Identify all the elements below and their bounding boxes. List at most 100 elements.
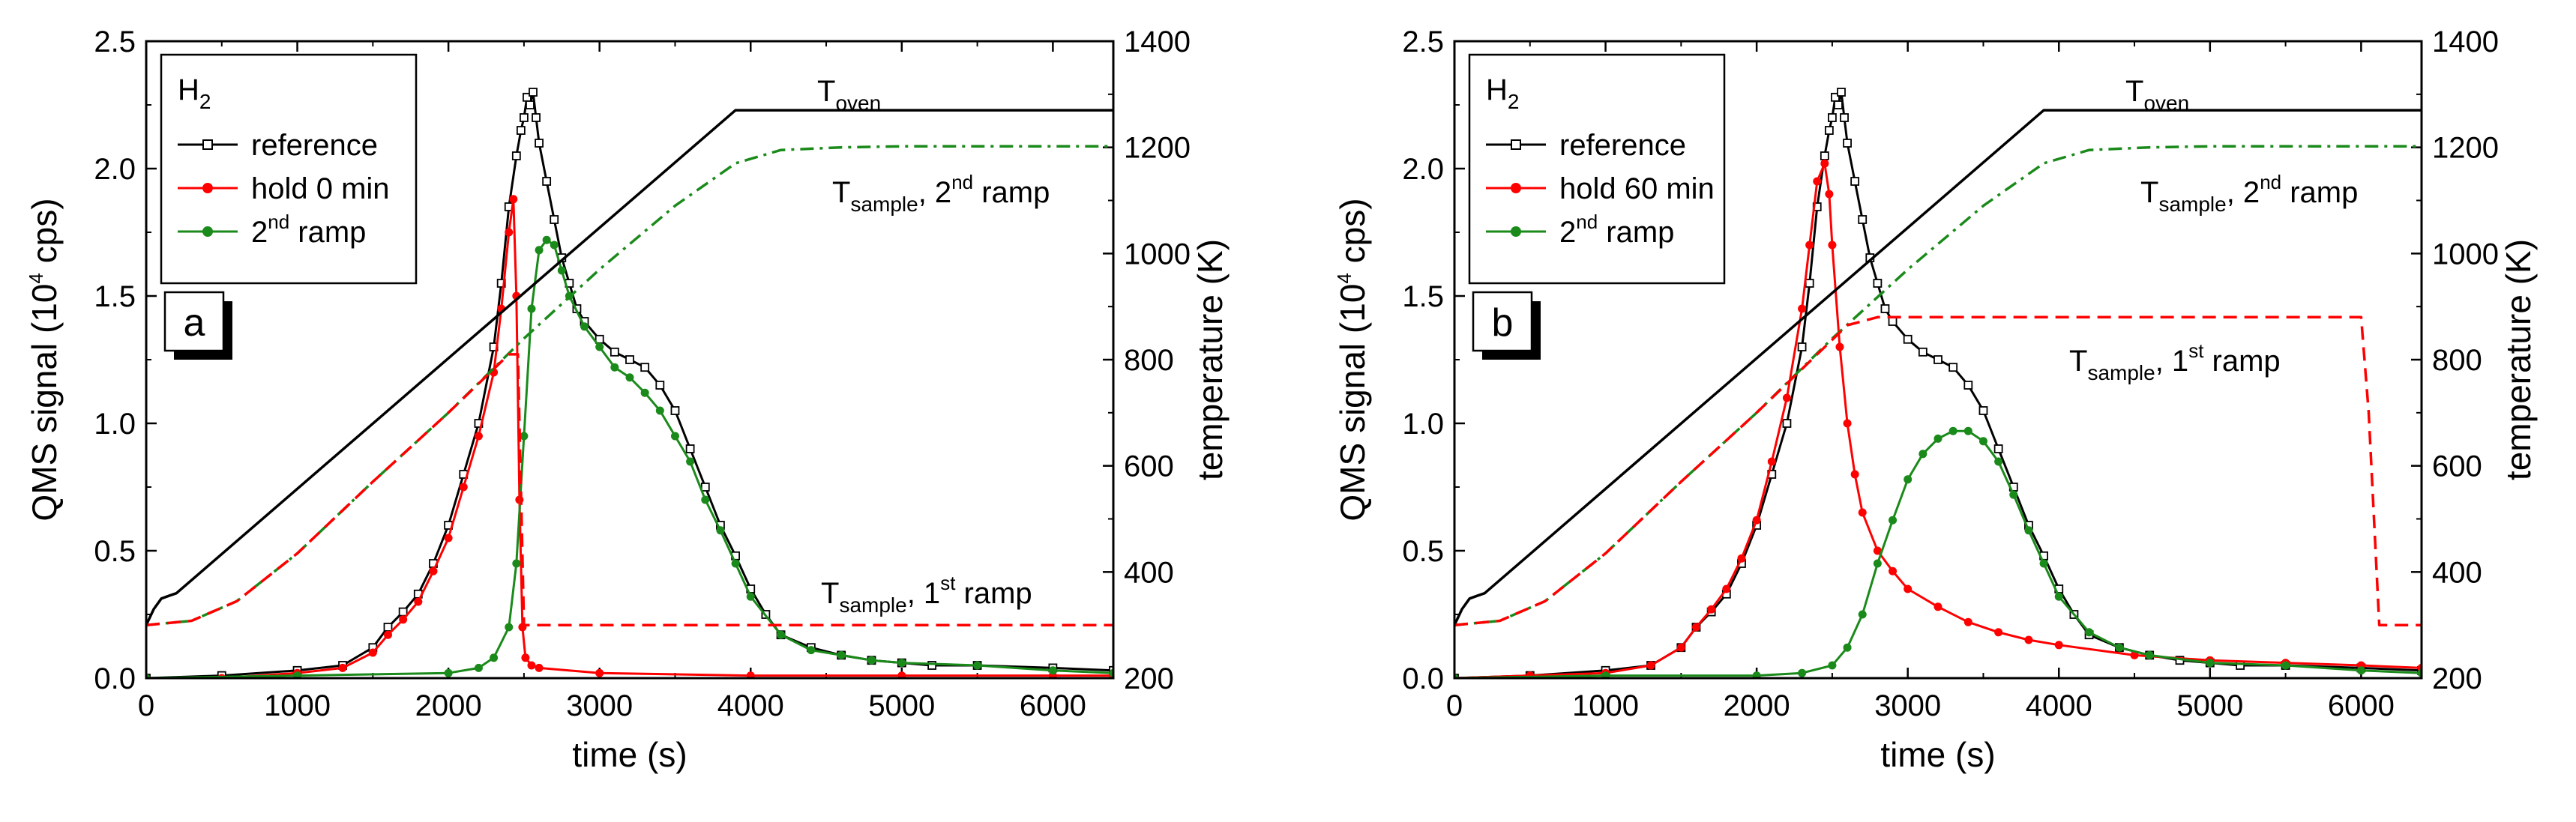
x-tick-label: 2000 (1724, 689, 1790, 722)
data-point (1843, 139, 1852, 148)
series-line-5 (1454, 315, 2422, 626)
data-point (1933, 355, 1942, 364)
data-point (1646, 661, 1655, 670)
data-point (837, 650, 846, 659)
data-point (700, 483, 710, 492)
data-point (293, 671, 302, 678)
data-point (1843, 419, 1852, 428)
x-tick-label: 0 (1446, 689, 1463, 722)
data-point (1904, 584, 1913, 593)
data-point (1676, 643, 1685, 652)
x-tick-label: 1000 (1572, 689, 1639, 722)
x-tick-label: 3000 (566, 689, 633, 722)
x-axis-title: time (s) (572, 735, 687, 774)
data-point (1843, 643, 1852, 652)
data-point (1918, 347, 1928, 357)
data-point (474, 663, 483, 672)
panel-label: a (184, 301, 205, 345)
data-point (1978, 406, 1988, 415)
series-line-5 (146, 353, 1113, 626)
y-tick-label: 1.0 (1402, 408, 1444, 441)
plot-frame (1453, 40, 2423, 680)
data-point (685, 444, 695, 453)
y-axis-title: QMS signal (104 cps) (25, 198, 64, 521)
y2-tick-label: 1000 (1124, 238, 1191, 271)
data-point (529, 88, 538, 97)
data-point (1873, 279, 1883, 288)
series-line-2 (146, 238, 1113, 678)
data-point (2009, 490, 2018, 499)
data-point (1722, 584, 1731, 593)
data-point (927, 661, 937, 670)
data-point (1858, 215, 1868, 224)
legend-swatch-marker (202, 183, 213, 193)
data-point (1889, 566, 1898, 575)
data-point (1873, 546, 1882, 555)
data-point (505, 623, 514, 632)
data-point (595, 342, 604, 351)
data-point (516, 126, 526, 135)
data-point (2054, 641, 2063, 650)
data-point (535, 139, 544, 148)
data-point (399, 615, 408, 624)
data-point (595, 668, 604, 677)
data-point (746, 671, 755, 678)
x-tick-label: 2000 (415, 689, 482, 722)
y-tick-label: 2.5 (1402, 25, 1444, 58)
legend-title: H2 (178, 73, 211, 113)
y-tick-label: 2.0 (1402, 153, 1444, 186)
data-point (1880, 304, 1890, 313)
data-point (550, 215, 559, 224)
data-point (1888, 317, 1898, 326)
data-point (1834, 100, 1843, 109)
data-point (1752, 671, 1761, 678)
annotation-t-oven: Toven (817, 75, 881, 115)
x-tick-label: 4000 (717, 689, 784, 722)
data-point (746, 592, 755, 601)
y-tick-label: 1.5 (1402, 280, 1444, 313)
data-point (625, 373, 634, 382)
data-point (1601, 671, 1610, 678)
y2-tick-label: 800 (2432, 344, 2482, 377)
data-point (1828, 241, 1837, 250)
data-point (2024, 526, 2033, 535)
data-point (509, 195, 518, 204)
data-point (1963, 426, 1972, 435)
data-point (897, 659, 906, 668)
y2-tick-label: 400 (2432, 556, 2482, 589)
data-point (1948, 426, 1957, 435)
data-point (1707, 605, 1716, 614)
data-point (670, 432, 679, 441)
data-point (686, 457, 695, 466)
data-point (459, 483, 468, 492)
data-point (1994, 628, 2003, 637)
data-point (474, 432, 483, 441)
data-point (1948, 363, 1958, 372)
data-point (1963, 381, 1973, 390)
data-point (1835, 342, 1844, 351)
data-point (429, 566, 438, 575)
data-point (1850, 177, 1860, 186)
data-point (368, 648, 377, 657)
x-tick-label: 1000 (264, 689, 331, 722)
data-point (384, 630, 392, 639)
annotation-t-sample-1st: Tsample, 1st ramp (2069, 339, 2281, 384)
legend-swatch-marker (1511, 139, 1521, 150)
y2-tick-label: 1200 (2432, 132, 2499, 165)
data-point (520, 432, 529, 441)
x-tick-label: 5000 (2176, 689, 2243, 722)
data-point (1858, 610, 1867, 619)
series-group (1454, 88, 2422, 678)
series-line-3 (1454, 109, 2422, 626)
badge-box (1472, 291, 1533, 352)
y2-tick-label: 1400 (2432, 25, 2499, 58)
panel-badge: a (163, 291, 232, 360)
data-point (1828, 113, 1837, 122)
data-point (2130, 650, 2139, 659)
data-point (640, 388, 649, 397)
data-point (701, 495, 710, 504)
data-point (512, 559, 521, 568)
data-point (1904, 475, 1913, 484)
y-tick-label: 0.5 (1402, 535, 1444, 568)
